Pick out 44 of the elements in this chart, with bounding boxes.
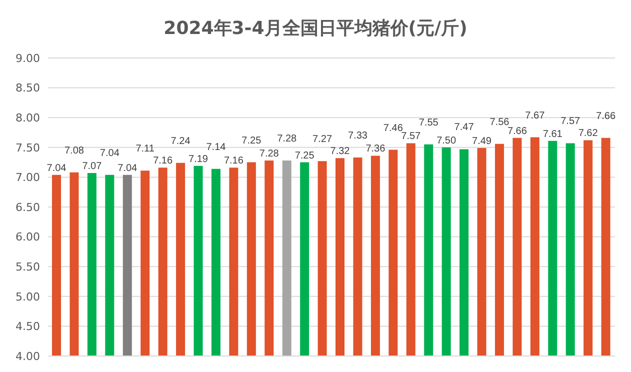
data-label: 7.16 — [224, 156, 244, 167]
data-label: 7.57 — [560, 116, 581, 128]
y-tick-label: 8.50 — [16, 82, 40, 95]
y-tick-label: 6.00 — [16, 230, 40, 244]
data-label: 7.11 — [136, 144, 155, 155]
data-label: 7.14 — [206, 142, 226, 153]
y-tick-label: 5.00 — [16, 290, 40, 304]
data-label: 7.33 — [348, 130, 368, 142]
y-tick-label: 5.50 — [16, 260, 40, 274]
data-label: 7.28 — [259, 148, 280, 160]
data-label: 7.55 — [418, 117, 439, 128]
data-label: 7.67 — [525, 110, 546, 122]
data-label: 7.49 — [472, 136, 492, 147]
data-label: 7.56 — [490, 116, 510, 128]
data-label: 7.25 — [294, 150, 315, 162]
data-label: 7.24 — [170, 136, 191, 147]
data-label: 7.47 — [454, 122, 474, 134]
y-tick-label: 7.50 — [16, 141, 40, 154]
data-label: 7.50 — [436, 135, 456, 146]
data-label: 7.62 — [578, 128, 598, 140]
data-label: 7.66 — [507, 126, 528, 137]
data-label: 7.61 — [542, 128, 563, 140]
data-label: 7.04 — [100, 148, 120, 159]
data-label: 7.04 — [118, 162, 138, 174]
data-label: 7.08 — [64, 145, 84, 156]
data-label: 7.32 — [330, 146, 350, 158]
y-tick-label: 6.50 — [16, 200, 40, 214]
data-label: 7.57 — [401, 131, 422, 142]
data-label: 7.25 — [242, 135, 262, 146]
data-label: 7.28 — [277, 134, 298, 145]
data-label: 7.04 — [46, 162, 67, 174]
y-tick-label: 4.50 — [16, 320, 40, 334]
y-tick-label: 7.00 — [16, 171, 40, 184]
y-tick-label: 9.00 — [16, 52, 40, 65]
data-label: 7.46 — [383, 122, 404, 134]
data-label: 7.27 — [312, 134, 332, 146]
y-tick-label: 8.00 — [16, 112, 40, 125]
chart-title: 2024年3-4月全国日平均猪价(元/斤) — [162, 17, 468, 41]
y-tick-label: 4.00 — [16, 350, 40, 363]
data-label: 7.36 — [366, 144, 386, 155]
data-label: 7.19 — [188, 154, 208, 165]
data-label: 7.07 — [82, 161, 102, 172]
data-label: 7.66 — [596, 110, 616, 122]
data-label: 7.16 — [153, 156, 173, 167]
